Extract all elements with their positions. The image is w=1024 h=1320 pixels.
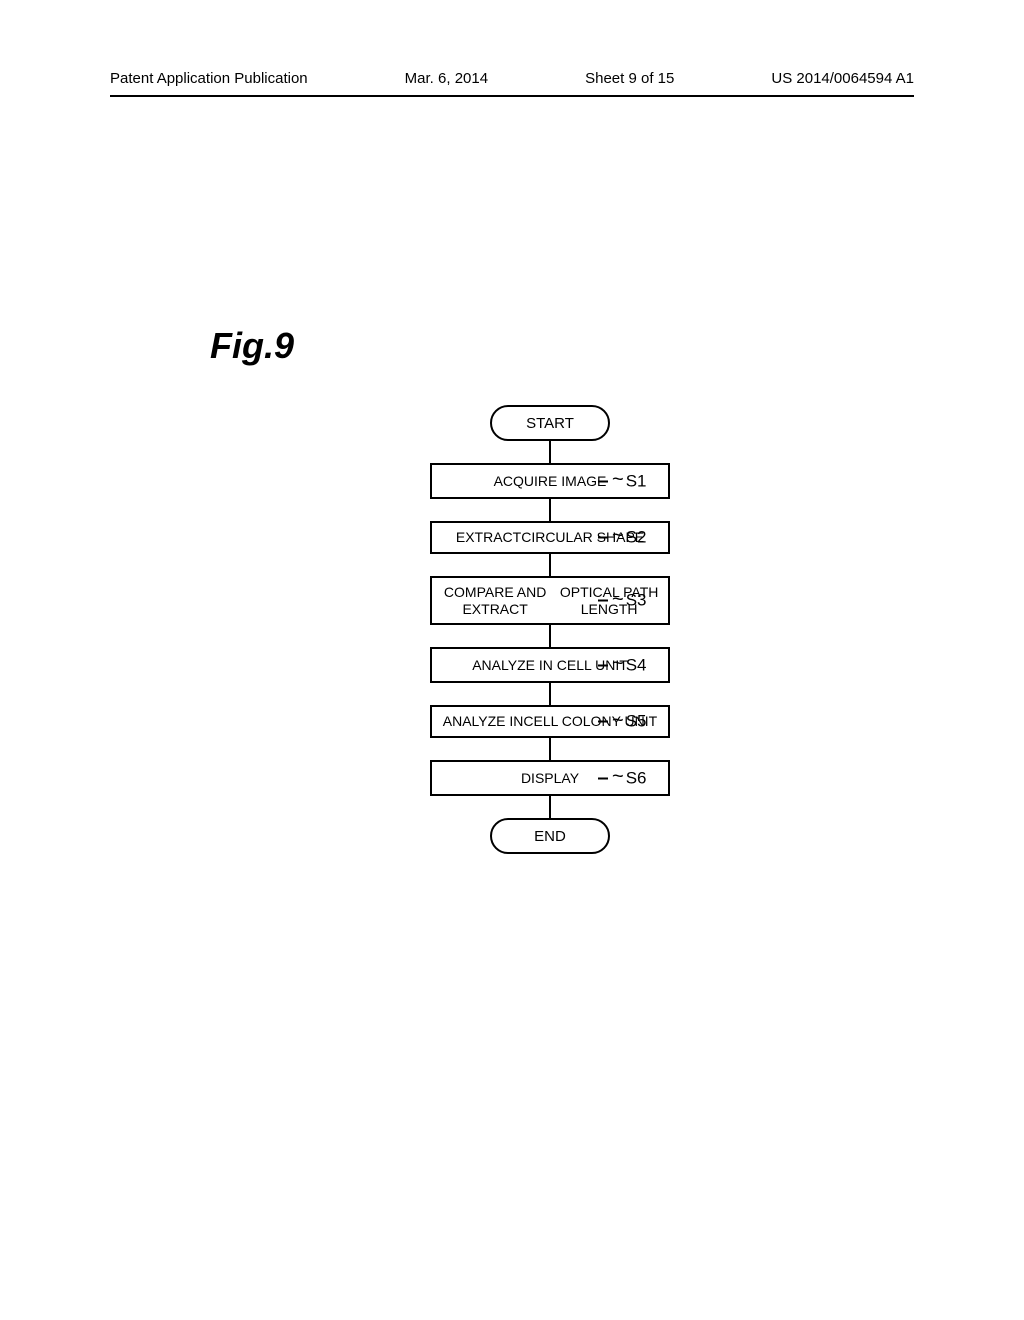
connector bbox=[549, 796, 551, 818]
step-s6-text: DISPLAY bbox=[521, 770, 579, 787]
tick-icon bbox=[598, 664, 608, 666]
tilde-icon: ~ bbox=[612, 653, 624, 676]
step-s4-label: ~ S4 bbox=[598, 654, 646, 677]
step-s1-id: S1 bbox=[626, 471, 647, 491]
sheet-number: Sheet 9 of 15 bbox=[585, 70, 674, 87]
connector bbox=[549, 554, 551, 576]
connector bbox=[549, 738, 551, 760]
connector bbox=[549, 625, 551, 647]
tick-icon bbox=[598, 721, 608, 723]
step-s5-wrap: ANALYZE IN CELL COLONY UNIT ~ S5 bbox=[350, 705, 750, 738]
tilde-icon: ~ bbox=[612, 588, 624, 611]
end-text: END bbox=[534, 828, 566, 845]
step-s2-line1: EXTRACT bbox=[456, 529, 521, 546]
step-s3-id: S3 bbox=[626, 591, 647, 611]
step-s6-label: ~ S6 bbox=[598, 767, 646, 790]
flowchart-container: START ACQUIRE IMAGE ~ S1 EXTRACT CIRCULA… bbox=[350, 405, 750, 854]
step-s3-wrap: COMPARE AND EXTRACT OPTICAL PATH LENGTH … bbox=[350, 576, 750, 626]
step-s3-label: ~ S3 bbox=[598, 589, 646, 612]
step-s3-line1: COMPARE AND EXTRACT bbox=[436, 584, 554, 618]
patent-number: US 2014/0064594 A1 bbox=[771, 70, 914, 87]
step-s2-wrap: EXTRACT CIRCULAR SHAPE ~ S2 bbox=[350, 521, 750, 554]
connector bbox=[549, 499, 551, 521]
connector bbox=[549, 683, 551, 705]
start-terminal: START bbox=[490, 405, 610, 441]
tilde-icon: ~ bbox=[612, 709, 624, 732]
step-s5-id: S5 bbox=[626, 712, 647, 732]
step-s2-label: ~ S2 bbox=[598, 526, 646, 549]
step-s1-label: ~ S1 bbox=[598, 470, 646, 493]
publication-date: Mar. 6, 2014 bbox=[405, 70, 488, 87]
figure-label: Fig.9 bbox=[210, 325, 294, 367]
tick-icon bbox=[598, 777, 608, 779]
tilde-icon: ~ bbox=[612, 766, 624, 789]
step-s1-text: ACQUIRE IMAGE bbox=[494, 473, 607, 490]
step-s6-id: S6 bbox=[626, 768, 647, 788]
step-s4-id: S4 bbox=[626, 655, 647, 675]
step-s5-label: ~ S5 bbox=[598, 710, 646, 733]
step-s6-wrap: DISPLAY ~ S6 bbox=[350, 760, 750, 796]
step-s4-wrap: ANALYZE IN CELL UNIT ~ S4 bbox=[350, 647, 750, 683]
header-divider bbox=[110, 95, 914, 97]
publication-type: Patent Application Publication bbox=[110, 70, 308, 87]
start-text: START bbox=[526, 415, 574, 432]
tick-icon bbox=[598, 600, 608, 602]
tilde-icon: ~ bbox=[612, 469, 624, 492]
step-s2-id: S2 bbox=[626, 527, 647, 547]
tick-icon bbox=[598, 536, 608, 538]
end-terminal: END bbox=[490, 818, 610, 854]
connector bbox=[549, 441, 551, 463]
step-s5-line1: ANALYZE IN bbox=[443, 713, 524, 730]
page-header: Patent Application Publication Mar. 6, 2… bbox=[0, 70, 1024, 87]
tick-icon bbox=[598, 480, 608, 482]
step-s1-wrap: ACQUIRE IMAGE ~ S1 bbox=[350, 463, 750, 499]
tilde-icon: ~ bbox=[612, 525, 624, 548]
